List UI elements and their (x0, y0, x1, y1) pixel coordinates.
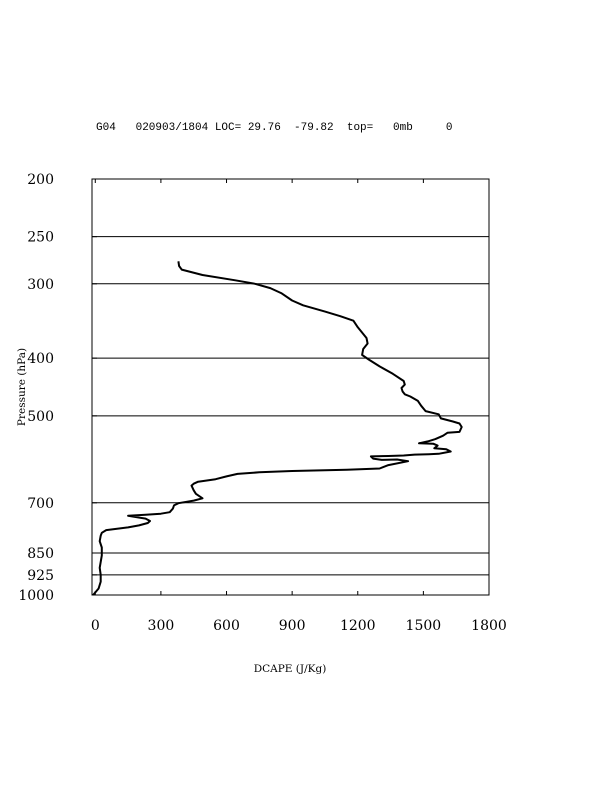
y-tick-label: 200 (27, 172, 54, 188)
y-tick-label: 700 (27, 496, 54, 512)
y-tick-label: 850 (27, 546, 54, 562)
y-tick-label: 250 (27, 230, 54, 246)
y-tick-label: 400 (27, 351, 54, 367)
x-tick-label: 1500 (406, 618, 442, 634)
x-axis-ticks: 0 300 600 900 1200 1500 1800 (91, 179, 507, 634)
dcape-profile-line (92, 261, 463, 596)
x-tick-label: 300 (148, 618, 175, 634)
x-tick-label: 1200 (340, 618, 376, 634)
plot-header-text: G04 020903/1804 LOC= 29.76 -79.82 top= 0… (96, 122, 453, 134)
horizontal-gridlines (92, 236, 489, 576)
y-tick-label: 500 (27, 409, 54, 425)
y-axis-ticks: 200 250 300 400 500 700 850 925 1000 (18, 172, 97, 604)
plot-frame (91, 178, 490, 596)
x-tick-label: 900 (279, 618, 306, 634)
y-axis-label: Pressure (hPa) (16, 348, 28, 426)
y-tick-label: 300 (27, 277, 54, 293)
x-axis-label: DCAPE (J/Kg) (254, 663, 327, 675)
x-tick-label: 0 (91, 618, 100, 634)
y-tick-label: 925 (27, 568, 54, 584)
x-tick-label: 600 (213, 618, 240, 634)
x-tick-label: 1800 (471, 618, 507, 634)
y-tick-label: 1000 (18, 588, 54, 604)
